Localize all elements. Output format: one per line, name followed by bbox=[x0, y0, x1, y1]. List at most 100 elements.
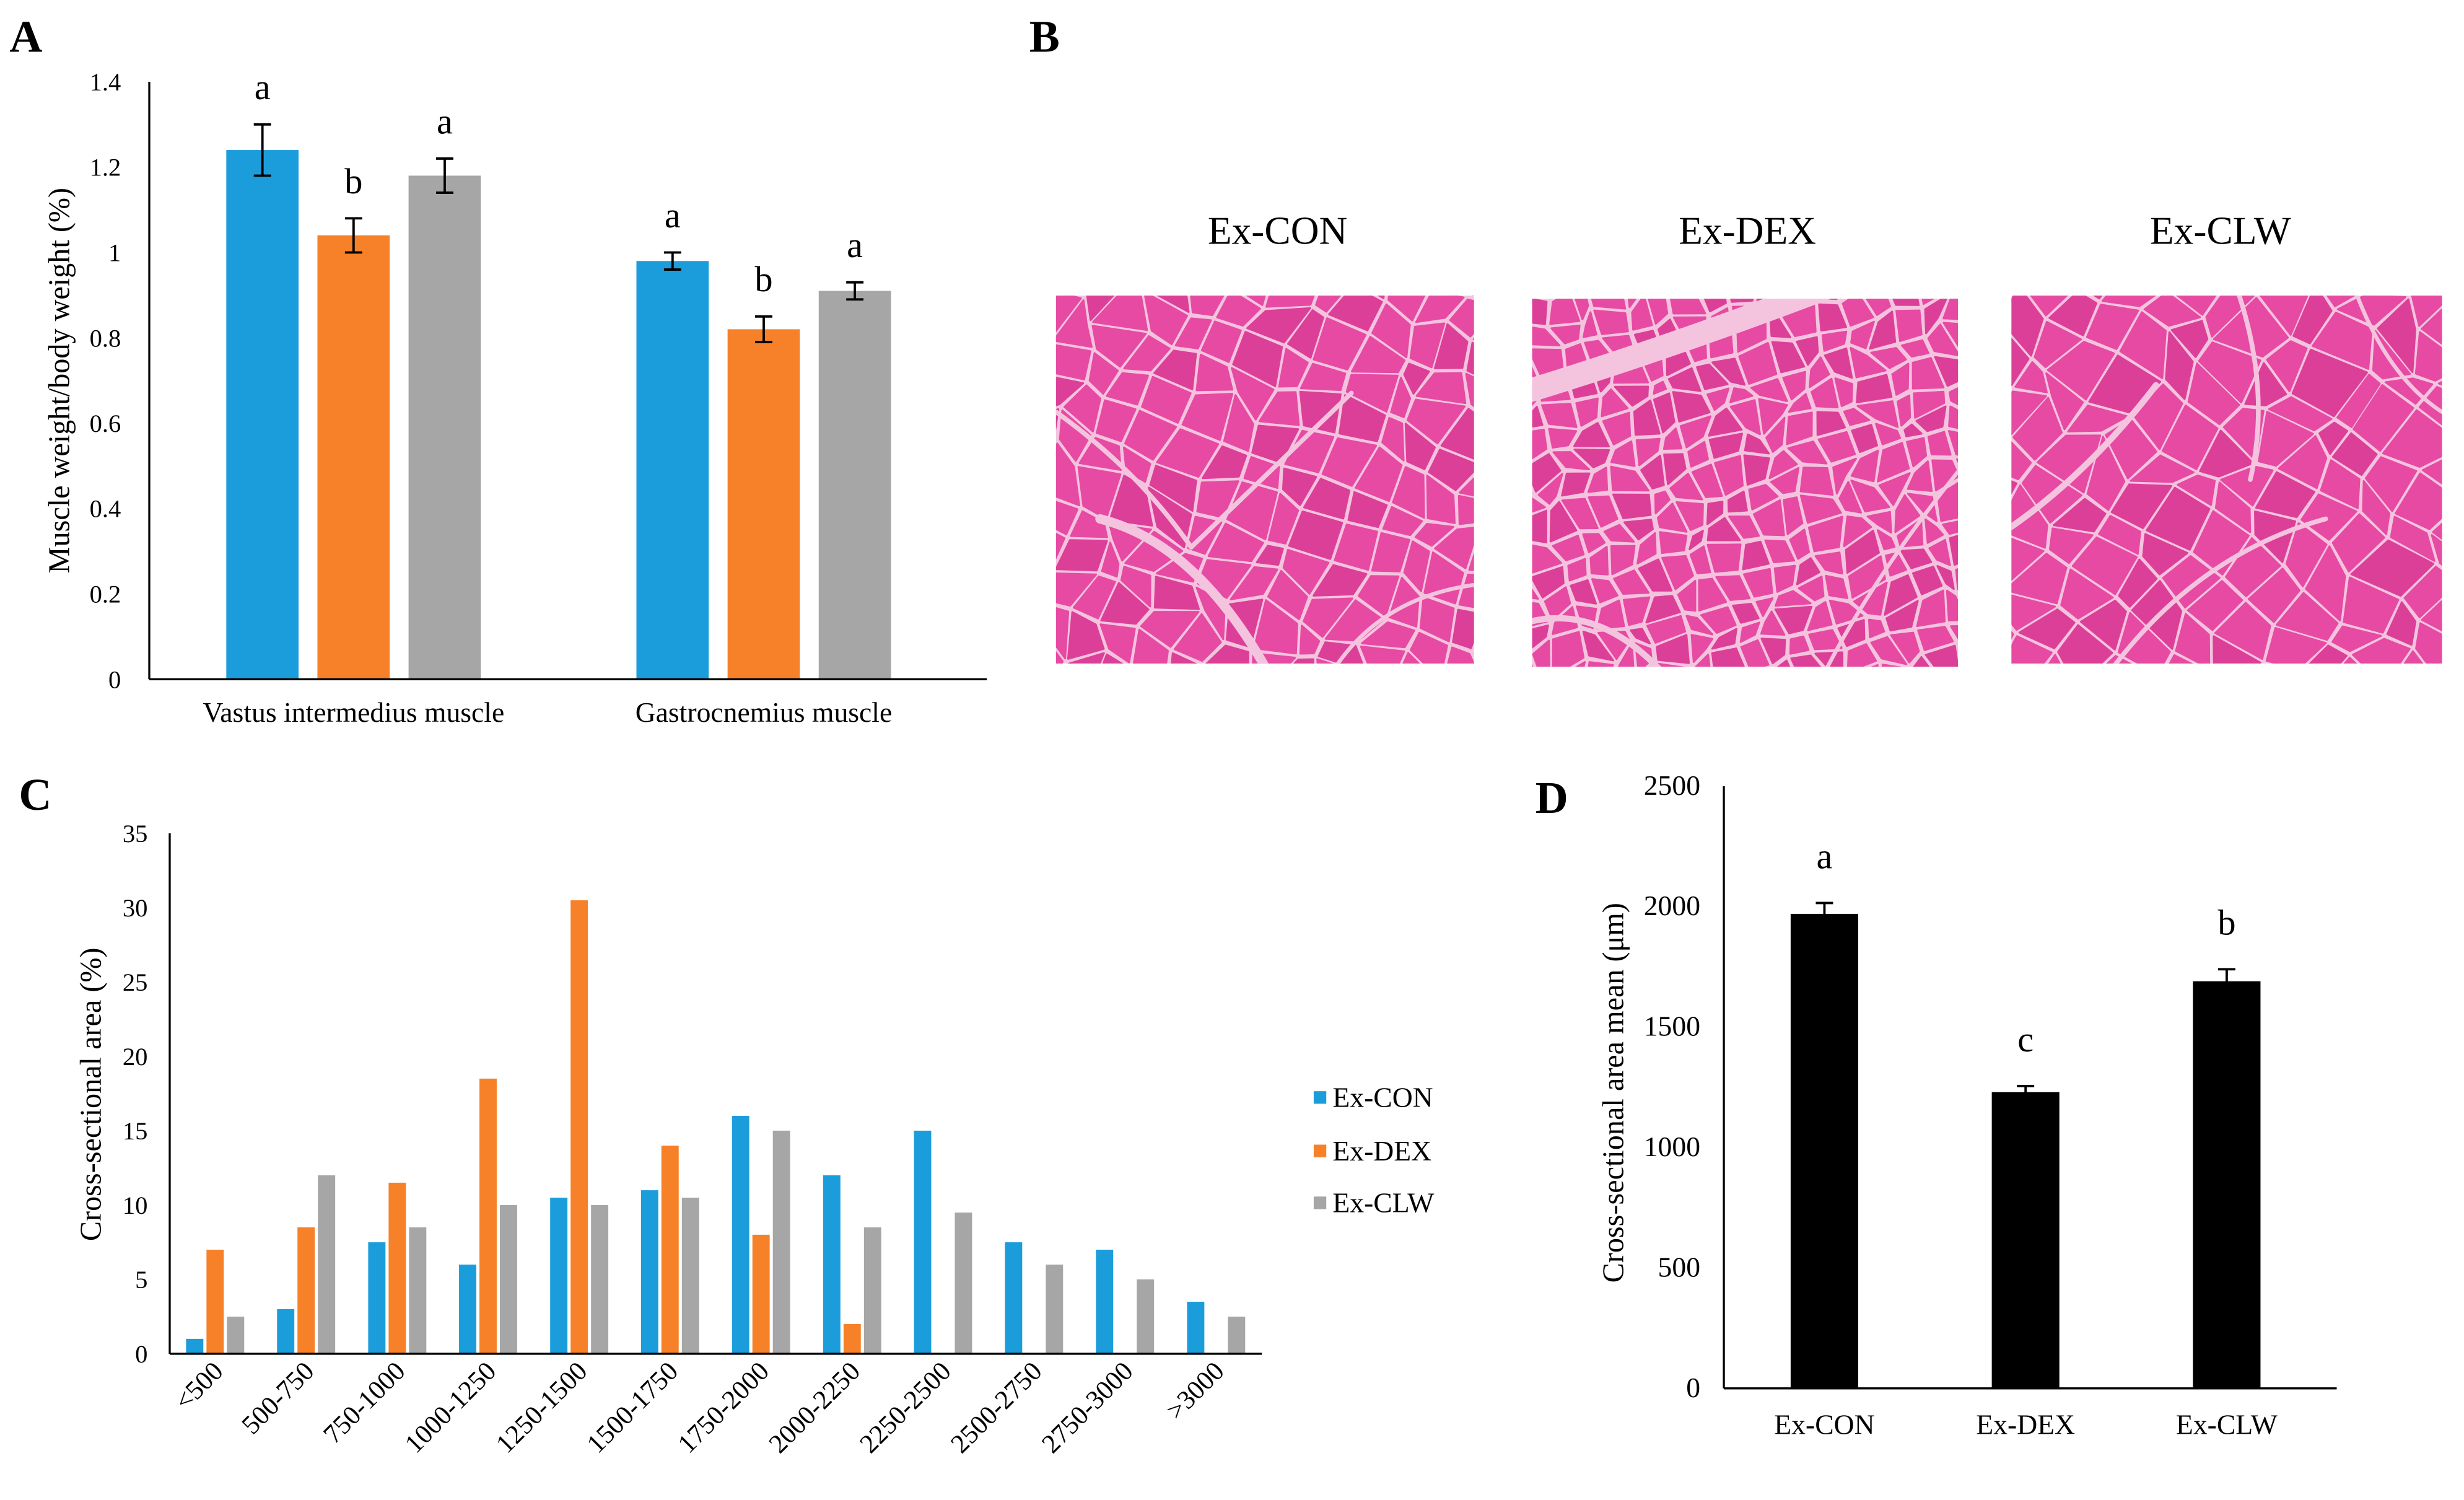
error-bar bbox=[1815, 901, 1833, 926]
bar bbox=[570, 900, 588, 1354]
panel-a: A Muscle weight/body weight (%) 0 0.2 0.4 0… bbox=[9, 11, 987, 728]
bar bbox=[591, 1204, 609, 1354]
error-bar bbox=[436, 157, 453, 194]
bar bbox=[843, 1324, 861, 1354]
significance-letter: b bbox=[754, 259, 772, 299]
bar bbox=[1228, 1317, 1246, 1354]
bar bbox=[1096, 1249, 1114, 1354]
y-axis-title: Cross-sectional area (%) bbox=[74, 947, 107, 1241]
y-tick-label: 20 bbox=[123, 1043, 148, 1071]
x-tick-label: Ex-CON bbox=[1774, 1408, 1874, 1440]
histology-title: Ex-CON bbox=[1208, 208, 1347, 252]
y-tick-label: 35 bbox=[123, 820, 148, 848]
bar bbox=[752, 1234, 770, 1354]
bar bbox=[818, 291, 891, 680]
x-tick-label: Ex-CLW bbox=[2176, 1408, 2278, 1440]
legend-label: Ex-CON bbox=[1332, 1082, 1433, 1113]
error-bar bbox=[2017, 1084, 2035, 1100]
y-tick-label: 0.8 bbox=[90, 324, 121, 352]
y-tick-label: 0.2 bbox=[90, 580, 121, 608]
y-tick-label: 0 bbox=[108, 665, 121, 693]
legend-swatch bbox=[1313, 1144, 1327, 1157]
significance-letter: c bbox=[2017, 1019, 2034, 1059]
bar-chart-muscle-weight: 0 0.2 0.4 0.6 0.8 1 1.2 1.4 a a b b a a Vastus interme… bbox=[90, 67, 987, 728]
significance-letter: a bbox=[665, 195, 681, 235]
y-axis-title: Muscle weight/body weight (%) bbox=[43, 188, 76, 573]
significance-letter: b bbox=[344, 161, 362, 201]
bar bbox=[732, 1116, 749, 1354]
y-tick-label: 5 bbox=[135, 1266, 147, 1294]
bar bbox=[317, 235, 390, 680]
y-tick-label: 1000 bbox=[1644, 1131, 1700, 1162]
bar bbox=[681, 1197, 699, 1354]
bar bbox=[914, 1130, 932, 1354]
bar bbox=[388, 1182, 406, 1354]
panel-label-a: A bbox=[9, 11, 42, 62]
bar bbox=[408, 175, 481, 680]
histology-image-ex-clw bbox=[2011, 296, 2442, 664]
bar bbox=[823, 1175, 841, 1354]
y-tick-label: 15 bbox=[123, 1117, 148, 1145]
y-tick-label: 0.4 bbox=[90, 495, 121, 523]
y-tick-label: 500 bbox=[1658, 1251, 1700, 1283]
bar bbox=[1137, 1279, 1155, 1354]
muscle-fibers bbox=[2011, 296, 2442, 664]
histology-ex-clw: Ex-CLW bbox=[2011, 208, 2442, 664]
histology-ex-dex: Ex-DEX bbox=[1532, 208, 1959, 667]
x-tick-label: Gastrocnemius muscle bbox=[636, 696, 893, 728]
significance-letter: a bbox=[847, 225, 863, 265]
bar bbox=[206, 1249, 224, 1354]
y-tick-label: 0.6 bbox=[90, 410, 121, 437]
bar bbox=[640, 1190, 658, 1354]
significance-letter: a bbox=[1816, 836, 1832, 877]
legend-label: Ex-CLW bbox=[1332, 1187, 1434, 1219]
histology-title: Ex-CLW bbox=[2150, 208, 2291, 252]
panel-label-d: D bbox=[1536, 772, 1568, 823]
bar bbox=[1991, 1092, 2060, 1388]
connective-tissue-streak bbox=[1335, 582, 1474, 664]
error-bar bbox=[663, 251, 681, 271]
bar bbox=[661, 1145, 679, 1354]
bar bbox=[500, 1204, 517, 1354]
legend-swatch bbox=[1313, 1091, 1327, 1104]
muscle-fibers bbox=[1055, 296, 1474, 664]
connective-tissue-streak bbox=[1095, 514, 1269, 664]
y-tick-label: 2000 bbox=[1644, 890, 1700, 921]
y-tick-label: 1.4 bbox=[90, 68, 121, 96]
significance-letter: b bbox=[2217, 902, 2235, 942]
x-tick-label: Ex-DEX bbox=[1976, 1408, 2075, 1440]
connective-tissue-streak bbox=[2011, 382, 2159, 530]
connective-tissue-streak bbox=[2113, 516, 2328, 664]
error-bar bbox=[755, 315, 772, 344]
bar bbox=[955, 1213, 972, 1354]
connective-tissue-streak bbox=[1055, 410, 1194, 550]
connective-tissue-streak bbox=[1532, 615, 1662, 667]
legend-swatch bbox=[1313, 1196, 1327, 1209]
bar bbox=[1187, 1301, 1205, 1354]
bar bbox=[1046, 1265, 1064, 1354]
y-tick-label: 1500 bbox=[1644, 1011, 1700, 1042]
y-axis-title: Cross-sectional area mean (μm) bbox=[1597, 903, 1630, 1283]
histology-image-ex-con bbox=[1055, 296, 1474, 664]
bar bbox=[277, 1309, 295, 1354]
bar bbox=[226, 150, 299, 680]
y-tick-label: 2500 bbox=[1644, 770, 1700, 801]
legend-label: Ex-DEX bbox=[1332, 1135, 1431, 1167]
error-bar bbox=[846, 281, 864, 301]
x-tick-label: Vastus intermedius muscle bbox=[203, 696, 504, 728]
histology-title: Ex-DEX bbox=[1679, 208, 1816, 252]
y-tick-label: 1 bbox=[108, 239, 121, 267]
histology-image-ex-dex bbox=[1532, 299, 1959, 667]
y-tick-label: 1.2 bbox=[90, 154, 121, 182]
bar bbox=[772, 1130, 790, 1354]
connective-tissue-streak bbox=[1825, 470, 1959, 667]
y-tick-label: 0 bbox=[1686, 1372, 1700, 1403]
error-bar bbox=[2217, 968, 2235, 995]
y-tick-label: 10 bbox=[123, 1191, 148, 1219]
bar bbox=[409, 1227, 427, 1354]
connective-tissue-streak bbox=[2355, 296, 2442, 414]
bar bbox=[1005, 1242, 1023, 1354]
bar bbox=[186, 1338, 204, 1354]
bar bbox=[727, 329, 800, 680]
histology-section bbox=[2011, 296, 2442, 664]
